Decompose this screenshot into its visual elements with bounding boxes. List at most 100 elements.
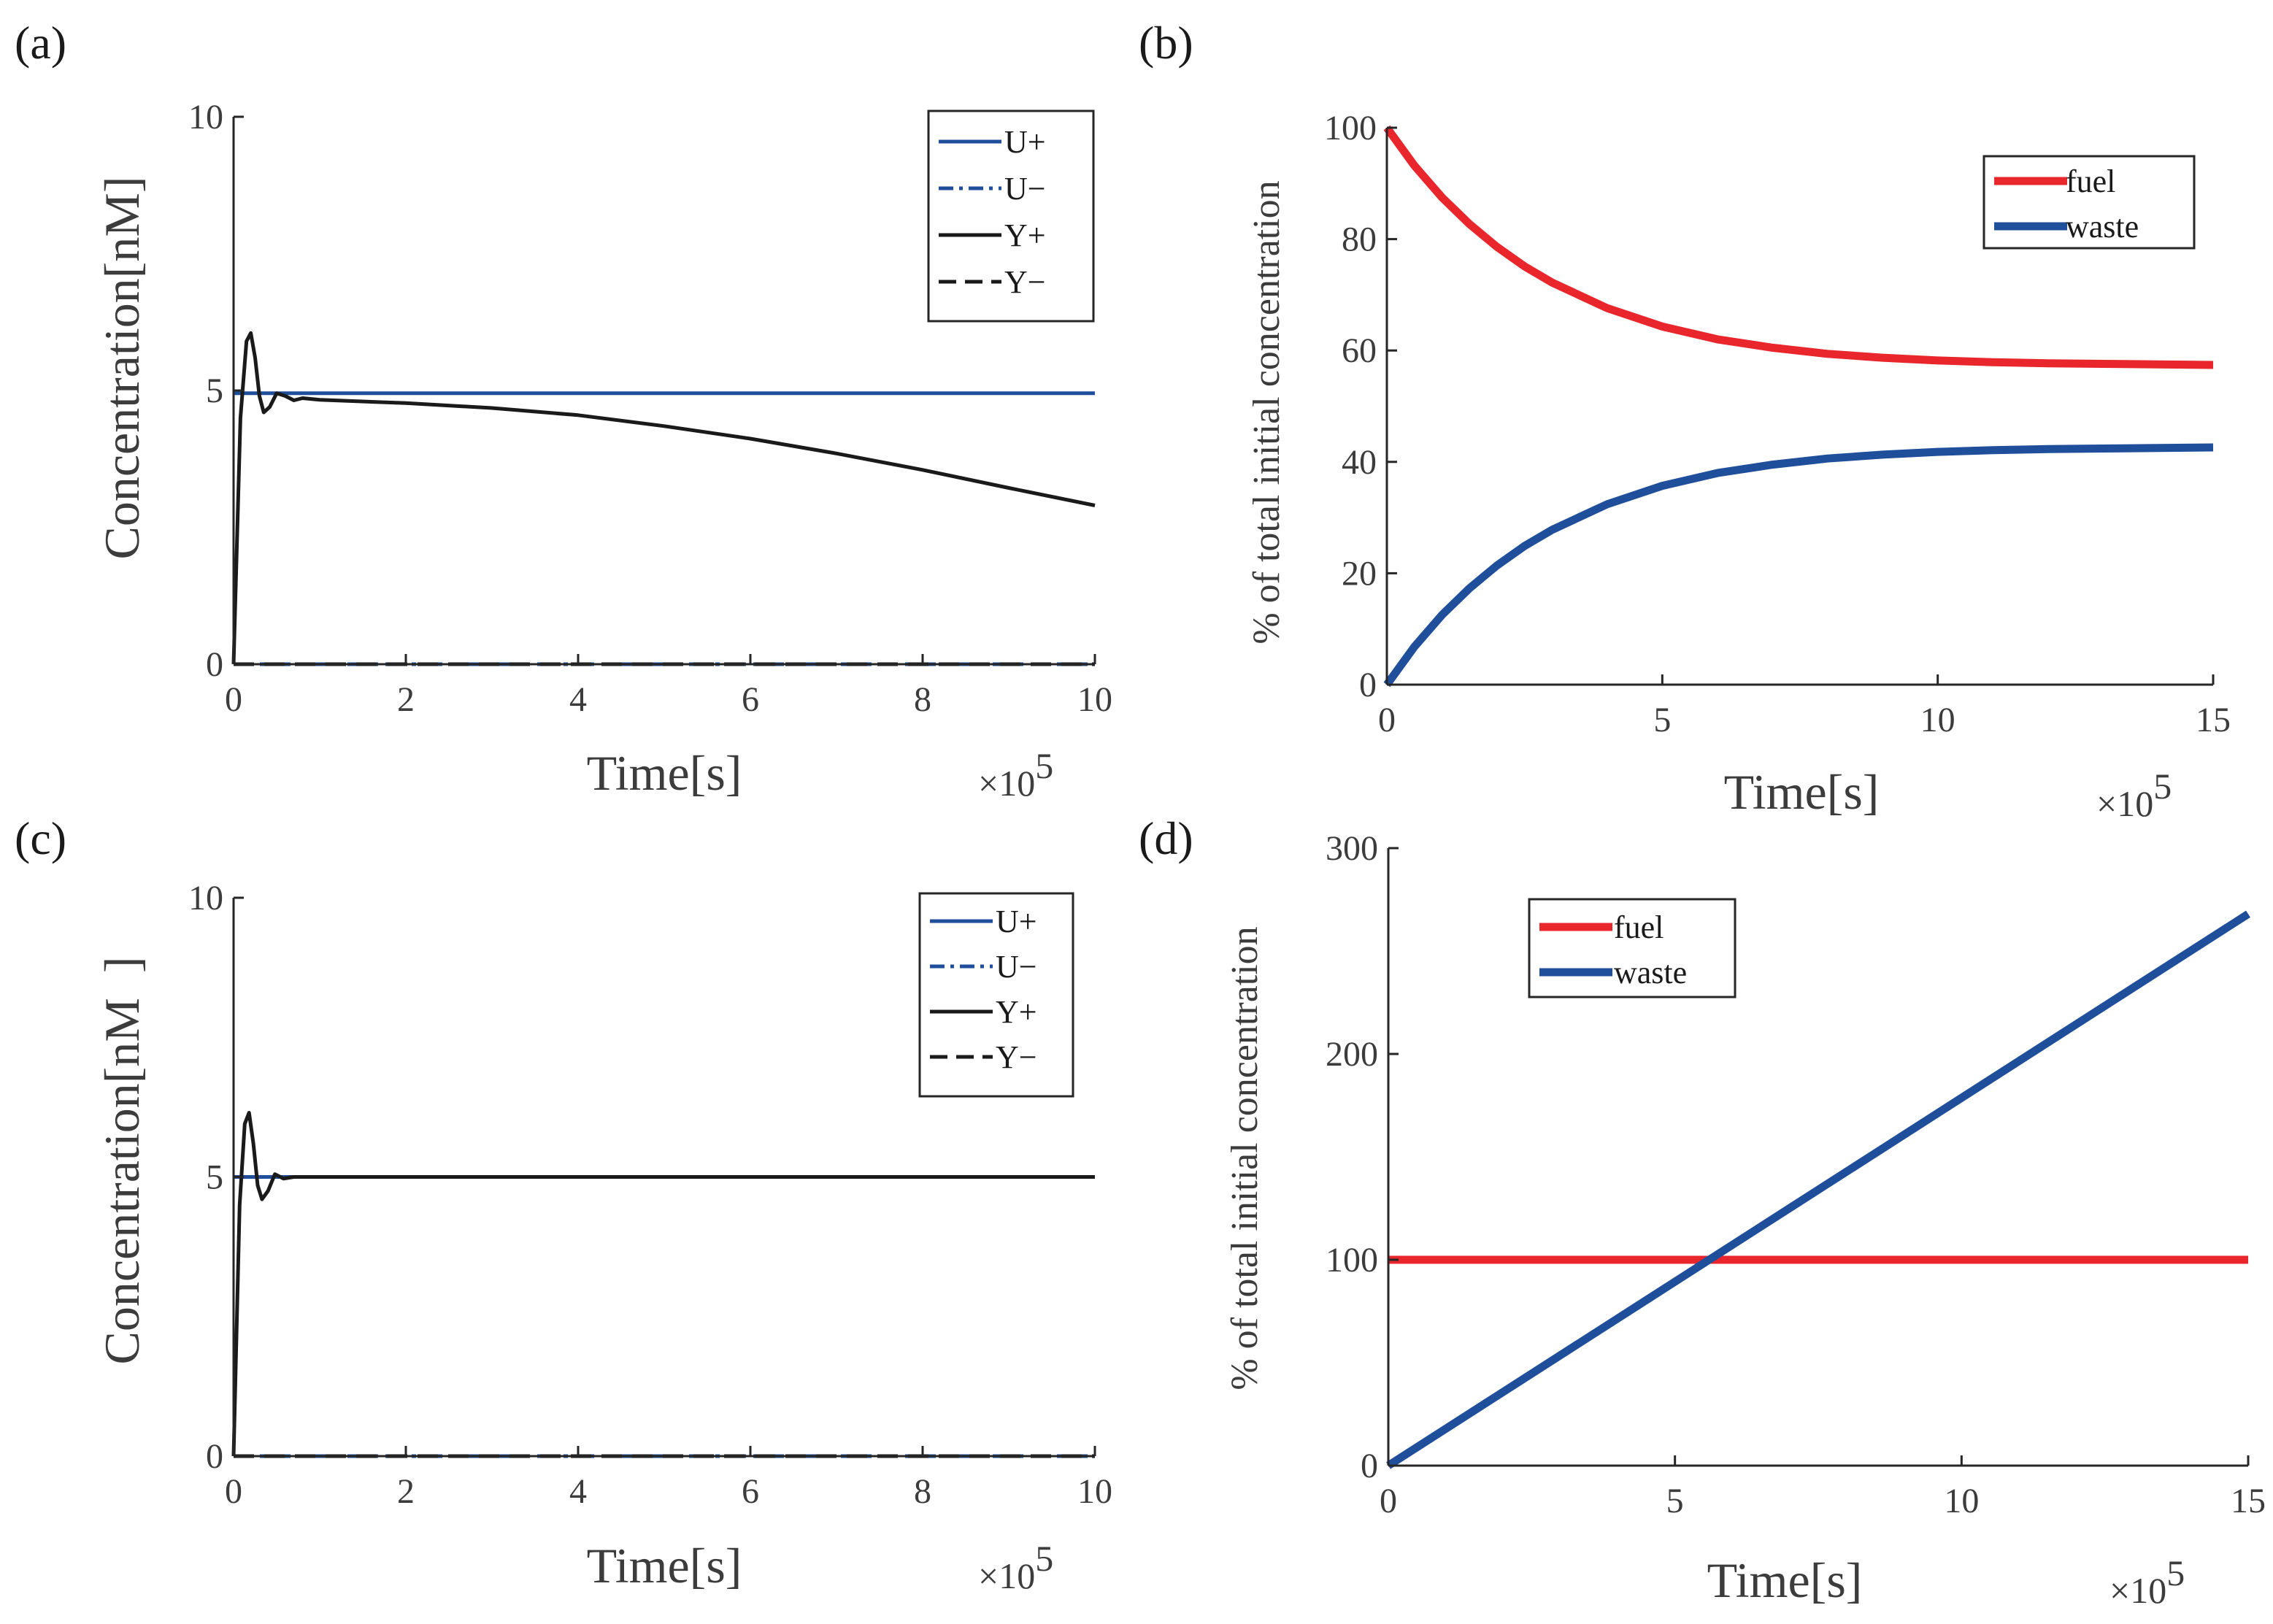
panel-label-d: (d) — [1139, 812, 1193, 864]
x-tick-label-a-3: 6 — [742, 680, 759, 719]
chart-panel-c: 0 2 4 6 8 10 0 5 10 Time[s] Concentration[nM] ×1… — [94, 879, 1112, 1596]
x-tick-label-d-3: 15 — [2231, 1482, 2266, 1520]
x-tick-label-c-3: 6 — [742, 1472, 759, 1511]
x-multiplier-c-exponent: 5 — [1035, 1538, 1053, 1579]
legend-label-a-2: Y+ — [1004, 218, 1046, 253]
legend-label-a-3: Y− — [1004, 264, 1046, 300]
x-multiplier-d-exponent: 5 — [2166, 1552, 2185, 1593]
chart-panel-b: 0 5 10 15 0 20 40 60 80 100 Time[s] % of total in… — [1246, 109, 2231, 824]
x-tick-label-b-3: 15 — [2196, 701, 2231, 739]
legend-box-d — [1528, 898, 1737, 998]
plot-area-a — [231, 331, 1096, 666]
y-tick-label-c-1: 5 — [206, 1158, 223, 1197]
panel-label-a: (a) — [15, 17, 66, 69]
y-axis-title-c: Concentration[nM] — [94, 957, 150, 1365]
x-tick-label-b-2: 10 — [1920, 701, 1955, 739]
x-tick-label-a-1: 2 — [397, 680, 415, 719]
legend-label-c-1: U− — [996, 949, 1037, 985]
y-tick-label-a-2: 10 — [188, 98, 223, 136]
y-axis-title-d: % of total initial concentration — [1224, 926, 1266, 1390]
legend-label-c-2: Y+ — [996, 994, 1037, 1030]
x-multiplier-c-base: ×10 — [978, 1555, 1035, 1596]
x-multiplier-b: ×105 — [2096, 766, 2172, 824]
legend-box-c — [918, 892, 1074, 1098]
y-tick-label-b-1: 20 — [1342, 554, 1377, 593]
legend-d: fuel waste — [1528, 898, 1737, 998]
x-tick-label-a-2: 4 — [569, 680, 587, 719]
y-tick-label-b-4: 80 — [1342, 220, 1377, 259]
x-axis-title-d: Time[s] — [1707, 1552, 1863, 1608]
y-axis-title-c-main: Concentration[nM — [94, 998, 150, 1364]
x-tick-label-b-0: 0 — [1378, 701, 1396, 739]
legend-box-a — [927, 109, 1095, 323]
legend-c: U+ U− Y+ Y− — [918, 892, 1074, 1098]
x-tick-label-d-0: 0 — [1380, 1482, 1397, 1520]
axes-c: 0 2 4 6 8 10 0 5 10 — [188, 879, 1112, 1511]
series-a-Y-plus — [231, 331, 1096, 665]
panel-label-c: (c) — [15, 812, 66, 864]
y-axis-title-b: % of total initial concentration — [1246, 180, 1288, 644]
y-tick-label-d-0: 0 — [1361, 1447, 1378, 1485]
y-tick-label-b-5: 100 — [1324, 109, 1377, 147]
legend-a: U+ U− Y+ Y− — [927, 109, 1095, 323]
y-tick-label-a-1: 5 — [206, 372, 223, 410]
x-multiplier-c: ×105 — [978, 1538, 1053, 1596]
x-axis-title-b: Time[s] — [1724, 764, 1880, 820]
y-tick-label-d-1: 100 — [1326, 1241, 1378, 1279]
y-axis-title-a: Concentration[nM] — [94, 177, 150, 560]
legend-label-b-0: fuel — [2066, 163, 2115, 199]
x-multiplier-b-exponent: 5 — [2153, 766, 2172, 807]
y-tick-label-d-3: 300 — [1326, 829, 1378, 868]
y-tick-label-c-2: 10 — [188, 879, 223, 917]
series-b-waste — [1383, 443, 2214, 688]
y-axis-title-c-bracket: ] — [94, 957, 150, 974]
x-multiplier-a-base: ×10 — [978, 763, 1035, 804]
x-multiplier-d-base: ×10 — [2109, 1570, 2166, 1611]
series-d-waste — [1386, 910, 2250, 1469]
legend-label-d-1: waste — [1614, 955, 1687, 990]
x-tick-label-c-2: 4 — [569, 1472, 587, 1511]
x-tick-label-a-0: 0 — [225, 680, 242, 719]
legend-box-b — [1982, 155, 2196, 250]
chart-panel-a: 0 2 4 6 8 10 0 5 10 Time[s] Concentration[nM] ×1… — [94, 98, 1112, 804]
x-axis-title-a: Time[s] — [587, 745, 742, 801]
x-tick-label-c-5: 10 — [1077, 1472, 1112, 1511]
x-multiplier-b-base: ×10 — [2096, 783, 2153, 824]
legend-label-c-3: Y− — [996, 1039, 1037, 1075]
legend-label-c-0: U+ — [996, 904, 1037, 939]
y-tick-label-a-0: 0 — [206, 645, 223, 684]
x-multiplier-a: ×105 — [978, 745, 1053, 804]
legend-label-b-1: waste — [2066, 209, 2139, 245]
x-tick-label-d-1: 5 — [1666, 1482, 1684, 1520]
x-tick-label-b-1: 5 — [1653, 701, 1671, 739]
series-b-fuel — [1383, 125, 2214, 369]
x-axis-title-c: Time[s] — [587, 1538, 742, 1593]
series-c-Y-plus — [231, 1111, 1095, 1457]
panel-label-b: (b) — [1139, 17, 1193, 69]
y-tick-label-b-2: 40 — [1342, 443, 1377, 482]
legend-label-a-0: U+ — [1004, 124, 1046, 160]
y-tick-label-b-0: 0 — [1359, 666, 1377, 704]
x-multiplier-d: ×105 — [2109, 1552, 2185, 1611]
x-tick-label-c-0: 0 — [225, 1472, 242, 1511]
y-tick-label-c-0: 0 — [206, 1437, 223, 1476]
y-tick-label-b-3: 60 — [1342, 331, 1377, 370]
axes-a: 0 2 4 6 8 10 0 5 10 — [188, 98, 1112, 719]
plot-area-b — [1383, 125, 2214, 688]
plot-area-c — [231, 1111, 1095, 1458]
legend-label-d-0: fuel — [1614, 909, 1664, 945]
x-tick-label-c-1: 2 — [397, 1472, 415, 1511]
legend-label-a-1: U− — [1004, 171, 1046, 207]
x-tick-label-d-2: 10 — [1944, 1482, 1979, 1520]
x-tick-label-a-4: 8 — [914, 680, 931, 719]
axes-d: 0 5 10 15 0 100 200 300 — [1326, 829, 2266, 1520]
legend-b: fuel waste — [1982, 155, 2196, 250]
chart-panel-d: 0 5 10 15 0 100 200 300 Time[s] % of total init… — [1224, 829, 2266, 1611]
x-tick-label-c-4: 8 — [914, 1472, 931, 1511]
x-tick-label-a-5: 10 — [1077, 680, 1112, 719]
y-tick-label-d-2: 200 — [1326, 1035, 1378, 1074]
plot-area-d — [1386, 910, 2250, 1469]
axes-b: 0 5 10 15 0 20 40 60 80 100 — [1324, 109, 2231, 739]
x-multiplier-a-exponent: 5 — [1035, 745, 1053, 786]
